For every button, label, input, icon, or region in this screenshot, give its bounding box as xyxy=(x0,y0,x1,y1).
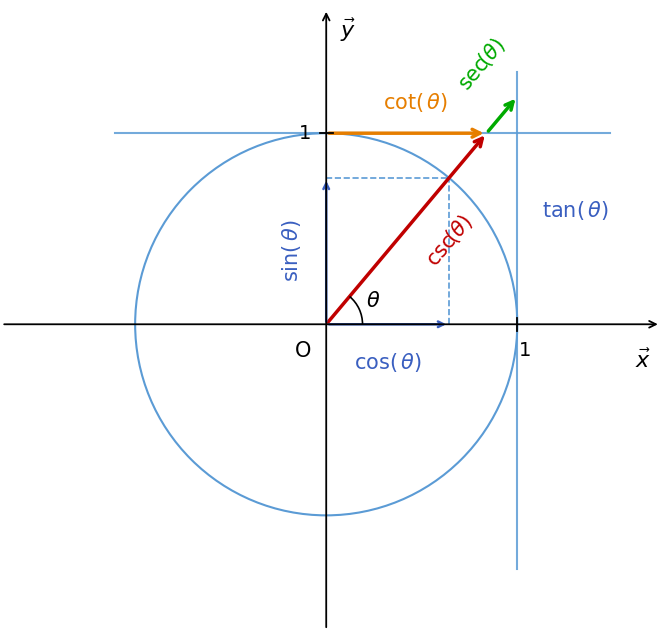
Text: $\tan\!\left(\,\theta\right)$: $\tan\!\left(\,\theta\right)$ xyxy=(542,199,609,222)
Text: $\cot\!\left(\,\theta\right)$: $\cot\!\left(\,\theta\right)$ xyxy=(383,91,448,114)
Text: $\mathrm{sec}\!\left(\theta\right)$: $\mathrm{sec}\!\left(\theta\right)$ xyxy=(453,33,510,95)
Text: $\vec{y}$: $\vec{y}$ xyxy=(340,17,355,44)
Text: $\mathrm{csc}\!\left(\theta\right)$: $\mathrm{csc}\!\left(\theta\right)$ xyxy=(421,211,477,272)
Text: $\theta$: $\theta$ xyxy=(366,291,381,311)
Text: O: O xyxy=(295,341,311,362)
Text: 1: 1 xyxy=(299,124,311,142)
Text: $\cos\!\left(\,\theta\right)$: $\cos\!\left(\,\theta\right)$ xyxy=(354,351,422,374)
Text: 1: 1 xyxy=(519,341,531,360)
Text: $\vec{x}$: $\vec{x}$ xyxy=(635,349,651,373)
Text: $\sin\!\left(\,\theta\right)$: $\sin\!\left(\,\theta\right)$ xyxy=(280,220,303,282)
